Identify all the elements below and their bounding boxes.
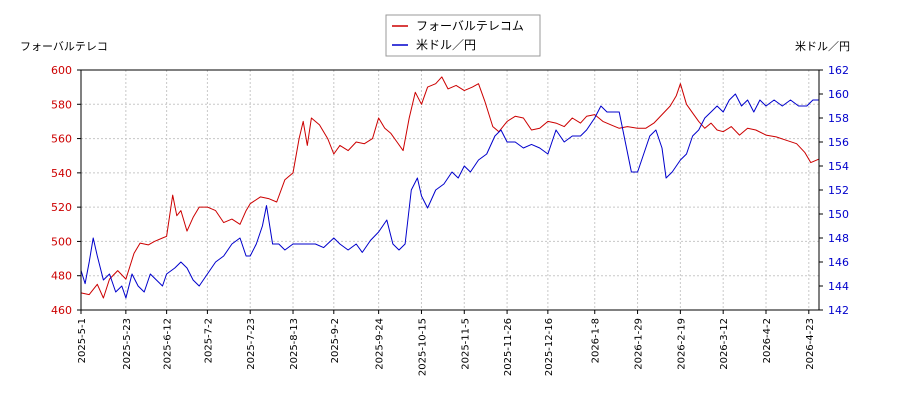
legend-label-series-1: 米ドル／円 bbox=[416, 38, 476, 52]
right-tick-label: 146 bbox=[828, 256, 849, 269]
right-axis-label: 米ドル／円 bbox=[795, 40, 850, 53]
left-tick-label: 540 bbox=[51, 167, 72, 180]
right-tick-label: 148 bbox=[828, 232, 849, 245]
x-tick-label: 2025-5-23 bbox=[122, 318, 133, 370]
left-tick-label: 520 bbox=[51, 201, 72, 214]
right-tick-label: 162 bbox=[828, 64, 849, 77]
x-tick-label: 2025-9-24 bbox=[375, 318, 386, 370]
x-tick-label: 2025-10-15 bbox=[417, 318, 428, 376]
right-tick-label: 144 bbox=[828, 280, 849, 293]
legend-box bbox=[385, 14, 541, 57]
x-tick-label: 2025-9-2 bbox=[330, 318, 341, 363]
series-line-0 bbox=[80, 76, 820, 299]
x-tick-label: 2026-4-2 bbox=[762, 318, 773, 363]
left-axis-label: フォーバルテレコ bbox=[20, 40, 108, 53]
x-tick-label: 2026-4-23 bbox=[805, 318, 816, 370]
grid bbox=[80, 69, 819, 311]
left-tick-label: 500 bbox=[51, 235, 72, 248]
series-line-1 bbox=[80, 93, 819, 299]
right-tick-label: 150 bbox=[828, 208, 849, 221]
right-tick-label: 142 bbox=[828, 304, 849, 317]
axes: 460 480 500 520 540 560 580 600 142 144 146 148 150 1… bbox=[51, 64, 849, 376]
left-tick-label: 600 bbox=[51, 64, 72, 77]
x-tick-label: 2025-7-2 bbox=[203, 318, 214, 363]
x-tick-label: 2025-5-1 bbox=[77, 318, 88, 363]
x-tick-label: 2025-12-16 bbox=[544, 318, 555, 376]
right-tick-label: 154 bbox=[828, 160, 849, 173]
series-layer bbox=[80, 76, 820, 299]
legend: フォーバルテレコム 米ドル／円 bbox=[385, 14, 541, 57]
right-tick-label: 160 bbox=[828, 88, 849, 101]
x-tick-label: 2025-8-13 bbox=[289, 318, 300, 370]
x-tick-label: 2026-1-29 bbox=[634, 318, 645, 370]
x-tick-label: 2026-1-8 bbox=[591, 318, 602, 363]
x-tick-label: 2025-7-23 bbox=[246, 318, 257, 370]
right-tick-label: 158 bbox=[828, 112, 849, 125]
x-tick-label: 2026-2-19 bbox=[676, 318, 687, 370]
right-tick-label: 152 bbox=[828, 184, 849, 197]
x-tick-label: 2025-6-12 bbox=[163, 318, 174, 370]
left-tick-label: 480 bbox=[51, 270, 72, 283]
plot-frame bbox=[80, 69, 820, 311]
right-tick-label: 156 bbox=[828, 136, 849, 149]
left-tick-label: 560 bbox=[51, 133, 72, 146]
x-tick-label: 2025-11-26 bbox=[503, 318, 514, 376]
legend-label-series-0: フォーバルテレコム bbox=[416, 19, 524, 33]
left-tick-label: 580 bbox=[51, 98, 72, 111]
left-tick-label: 460 bbox=[51, 304, 72, 317]
x-tick-label: 2025-11-5 bbox=[460, 318, 471, 370]
x-tick-label: 2026-3-12 bbox=[719, 318, 730, 370]
